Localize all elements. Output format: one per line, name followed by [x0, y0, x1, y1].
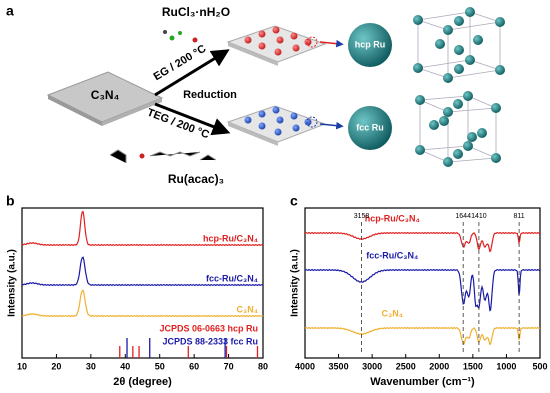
- product-top: hcp Ru: [355, 39, 386, 49]
- panel-label: c: [290, 193, 298, 209]
- x-axis-label: Wavenumber (cm⁻¹): [370, 376, 475, 388]
- x-tick-label: 60: [189, 361, 199, 371]
- x-tick-label: 2500: [396, 361, 416, 371]
- legend-label: fcc-Ru/C₃N₄: [366, 250, 418, 260]
- plot-frame: [21, 207, 264, 359]
- spectrum-curve: [304, 268, 541, 312]
- step-label: Reduction: [183, 89, 237, 101]
- x-tick-label: 50: [155, 361, 165, 371]
- panel-label: b: [6, 193, 15, 209]
- precursor-top: RuCl₃·nH₂O: [162, 5, 230, 19]
- annotation-label: 3158: [354, 213, 370, 220]
- annotation-label: 1644: [455, 213, 471, 220]
- x-tick-label: 10: [17, 361, 27, 371]
- x-tick-label: 70: [224, 361, 234, 371]
- legend-label: hcp-Ru/C₃N₄: [365, 213, 420, 223]
- support-label: C₃N₄: [91, 88, 120, 102]
- legend-label: C₃N₄: [237, 304, 258, 314]
- x-tick-label: 500: [532, 361, 547, 371]
- scheme: [46, 7, 505, 167]
- precursor-bottom: Ru(acac)₃: [168, 172, 224, 186]
- spectrum-curve: [21, 256, 264, 287]
- plot-frame: [304, 207, 541, 359]
- reference-label: JCPDS 88-2333 fcc Ru: [162, 336, 258, 346]
- legend-label: hcp-Ru/C₃N₄: [203, 233, 258, 243]
- annotation-label: 811: [514, 213, 525, 220]
- spectrum-curve: [21, 289, 264, 318]
- x-tick-label: 30: [86, 361, 96, 371]
- annotation-label: 1410: [471, 213, 487, 220]
- product-bottom: fcc Ru: [356, 122, 384, 132]
- spectrum-curve: [21, 210, 264, 247]
- y-axis-label: Intensity (a.u.): [7, 249, 18, 317]
- legend-label: C₃N₄: [382, 308, 403, 318]
- condition-top: EG / 200 °C: [152, 43, 209, 84]
- x-tick-label: 1500: [463, 361, 483, 371]
- reference-label: JCPDS 06-0663 hcp Ru: [159, 323, 258, 333]
- x-tick-label: 40: [120, 361, 130, 371]
- x-tick-label: 1000: [496, 361, 516, 371]
- x-tick-label: 20: [51, 361, 61, 371]
- x-tick-label: 4000: [295, 361, 315, 371]
- y-axis-label: Intensity (a.u.): [290, 249, 301, 317]
- x-axis-label: 2θ (degree): [113, 376, 172, 388]
- spectrum-curve: [304, 231, 541, 253]
- x-tick-label: 80: [258, 361, 268, 371]
- x-tick-label: 3500: [329, 361, 349, 371]
- legend-label: fcc-Ru/C₃N₄: [206, 273, 258, 283]
- panel-label: a: [6, 3, 14, 19]
- x-tick-label: 2000: [429, 361, 449, 371]
- x-tick-label: 3000: [362, 361, 382, 371]
- spectrum-curve: [304, 326, 541, 346]
